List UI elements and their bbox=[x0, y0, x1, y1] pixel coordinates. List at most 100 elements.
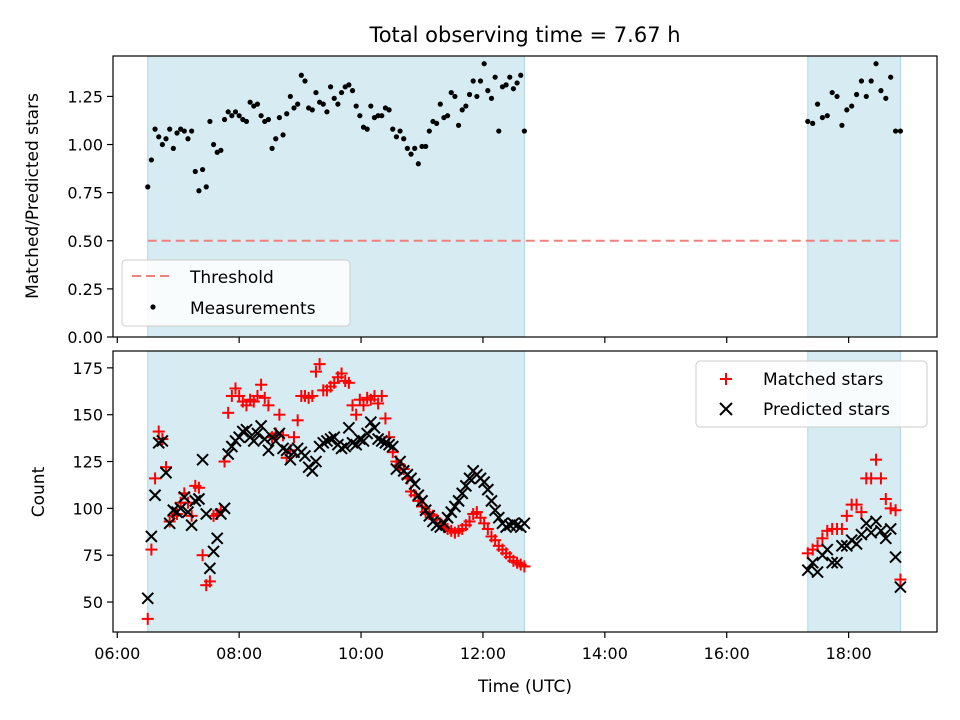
y-tick-label: 150 bbox=[72, 406, 103, 425]
matched-star-point bbox=[342, 376, 355, 389]
measurement-point bbox=[258, 113, 264, 119]
predicted-star-point bbox=[408, 477, 421, 491]
measurement-point bbox=[313, 89, 319, 96]
predicted-star-point bbox=[214, 507, 228, 521]
predicted-star-point bbox=[830, 556, 844, 569]
predicted-star-point bbox=[218, 502, 231, 515]
predicted-star-point bbox=[879, 532, 893, 545]
predicted-legend-icon bbox=[719, 402, 733, 416]
predicted-star-point bbox=[855, 528, 868, 541]
measurement-point bbox=[466, 91, 473, 98]
predicted-star-point bbox=[276, 442, 290, 455]
y-tick-label: 125 bbox=[72, 453, 103, 472]
measurement-point bbox=[415, 161, 421, 167]
measurement-point bbox=[269, 145, 275, 151]
predicted-star-point bbox=[342, 421, 356, 435]
predicted-star-point bbox=[357, 434, 370, 448]
measurement-point bbox=[287, 93, 293, 100]
measurement-point bbox=[412, 145, 418, 151]
predicted-star-point bbox=[423, 509, 436, 523]
measurement-point bbox=[368, 103, 374, 109]
measurement-point bbox=[174, 130, 180, 136]
matched-star-point bbox=[145, 543, 158, 556]
measurement-point bbox=[327, 84, 334, 90]
matched-star-point bbox=[855, 506, 868, 519]
matched-star-point bbox=[350, 408, 363, 421]
measurement-point bbox=[185, 136, 191, 142]
matched-star-point bbox=[192, 481, 205, 494]
measurement-point bbox=[444, 113, 451, 119]
predicted-star-point bbox=[507, 517, 520, 530]
y-tick-label: 50 bbox=[83, 593, 103, 612]
predicted-star-point bbox=[386, 440, 399, 453]
measurement-point bbox=[492, 74, 498, 80]
y-tick-label: 100 bbox=[72, 499, 103, 518]
predicted-star-point bbox=[338, 440, 352, 453]
measurement-point bbox=[514, 80, 520, 86]
measurement-point bbox=[302, 78, 308, 84]
measurement-point bbox=[477, 78, 484, 84]
predicted-star-point bbox=[163, 517, 176, 530]
predicted-star-point bbox=[806, 556, 819, 569]
y-tick-label: 175 bbox=[72, 359, 103, 378]
predicted-star-point bbox=[262, 444, 275, 457]
predicted-star-point bbox=[518, 517, 531, 530]
predicted-star-point bbox=[835, 539, 849, 553]
matched-star-point bbox=[372, 397, 385, 410]
measurement-point bbox=[247, 99, 253, 105]
predicted-star-point bbox=[211, 532, 224, 545]
measurement-point bbox=[485, 88, 491, 94]
predicted-star-point bbox=[178, 490, 191, 504]
x-axis-label: Time (UTC) bbox=[477, 677, 572, 697]
predicted-star-point bbox=[864, 526, 878, 539]
measurement-point bbox=[221, 116, 228, 123]
predicted-star-point bbox=[196, 453, 209, 466]
matched-star-point bbox=[251, 389, 264, 402]
measurement-point bbox=[518, 72, 524, 78]
measurement-point bbox=[324, 109, 330, 115]
matched-star-point bbox=[889, 504, 902, 517]
measurement-point bbox=[470, 78, 476, 84]
matched-star-point bbox=[277, 429, 290, 442]
y-tick-label: 0.50 bbox=[67, 232, 103, 251]
predicted-star-point bbox=[825, 556, 839, 569]
predicted-star-point bbox=[236, 425, 250, 438]
matched-star-point bbox=[357, 399, 370, 412]
measurement-point bbox=[156, 134, 162, 140]
measurement-point bbox=[393, 134, 400, 140]
measurement-point bbox=[236, 113, 242, 119]
predicted-star-point bbox=[349, 438, 363, 451]
measurement-points bbox=[145, 61, 904, 194]
predicted-star-point bbox=[317, 436, 330, 450]
x-tick-label: 14:00 bbox=[582, 644, 628, 663]
measurement-point bbox=[481, 61, 487, 67]
matched-star-point bbox=[141, 612, 154, 625]
predicted-star-point bbox=[324, 432, 337, 446]
predicted-star-point bbox=[477, 475, 491, 489]
predicted-star-point bbox=[801, 563, 815, 577]
measurement-point bbox=[163, 136, 169, 142]
measurement-point bbox=[834, 93, 840, 100]
measurement-point bbox=[386, 107, 392, 113]
top-x-ticks bbox=[116, 337, 850, 343]
predicted-star-point bbox=[430, 519, 443, 532]
predicted-star-point bbox=[225, 440, 239, 453]
measurement-point bbox=[408, 151, 414, 157]
measurement-point bbox=[868, 78, 874, 84]
y-tick-label: 1.25 bbox=[67, 87, 103, 106]
predicted-star-point bbox=[145, 530, 158, 543]
predicted-star-point bbox=[499, 520, 513, 534]
matched-star-point bbox=[874, 472, 887, 485]
measurement-point bbox=[521, 128, 527, 134]
measurement-point bbox=[254, 101, 261, 107]
measurement-point bbox=[207, 118, 213, 125]
predicted-star-point bbox=[437, 517, 451, 530]
measurement-point bbox=[510, 86, 517, 92]
measurement-point bbox=[199, 166, 206, 173]
matched-star-point bbox=[152, 425, 165, 438]
predicted-star-point bbox=[251, 427, 264, 440]
predicted-stars-points bbox=[141, 415, 907, 605]
measurement-point bbox=[419, 143, 425, 150]
predicted-star-point bbox=[203, 562, 217, 575]
